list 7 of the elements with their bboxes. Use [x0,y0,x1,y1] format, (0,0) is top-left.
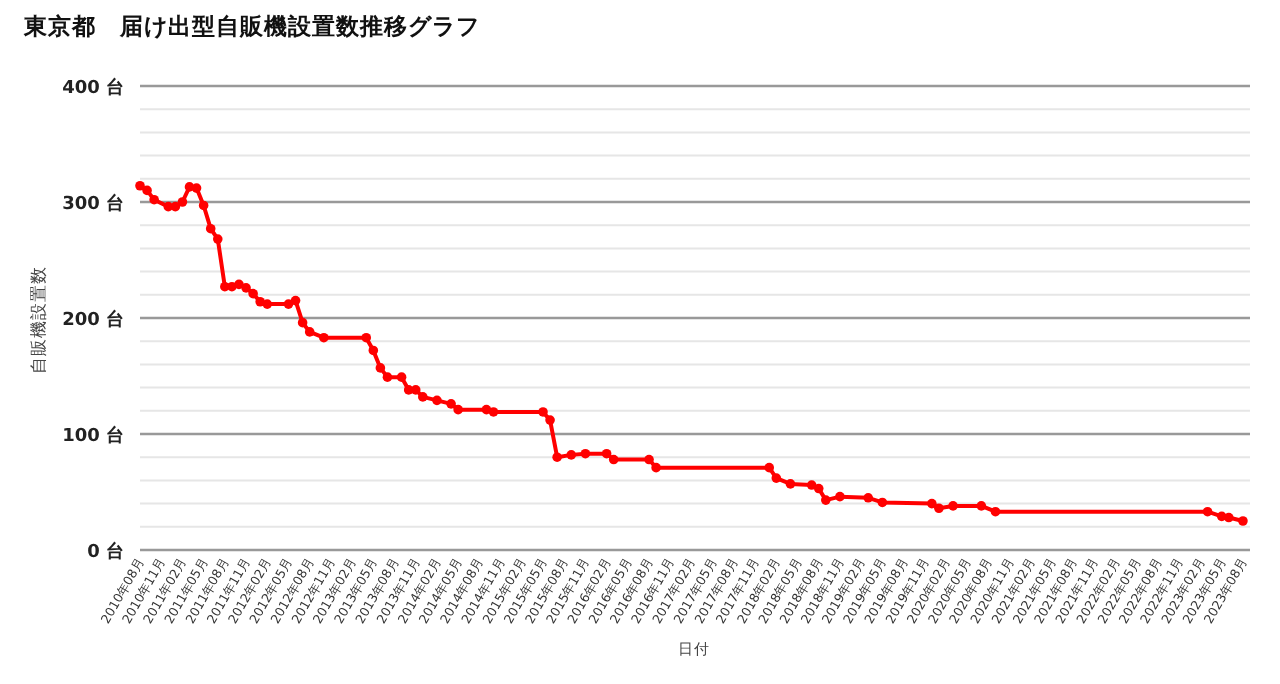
y-tick-label: 300 台 [62,193,124,215]
y-axis-title: 自販機設置数 [28,266,50,374]
chart-title: 東京都 届け出型自販機設置数推移グラフ [22,12,480,40]
y-tick-label: 400 台 [62,77,124,99]
y-tick-label: 200 台 [62,309,124,331]
y-tick-label: 0 台 [87,541,124,563]
y-tick-label: 100 台 [62,425,124,447]
